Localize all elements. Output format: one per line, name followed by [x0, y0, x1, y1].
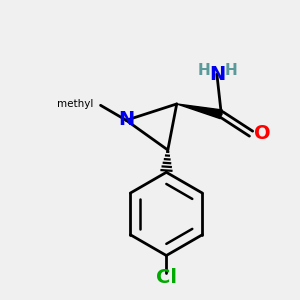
Text: N: N: [118, 110, 134, 129]
Text: Cl: Cl: [156, 268, 177, 287]
Text: H: H: [224, 63, 237, 78]
Text: H: H: [198, 63, 211, 78]
Text: methyl: methyl: [57, 99, 93, 109]
Polygon shape: [177, 104, 222, 119]
Text: O: O: [254, 124, 271, 142]
Text: N: N: [209, 65, 226, 84]
